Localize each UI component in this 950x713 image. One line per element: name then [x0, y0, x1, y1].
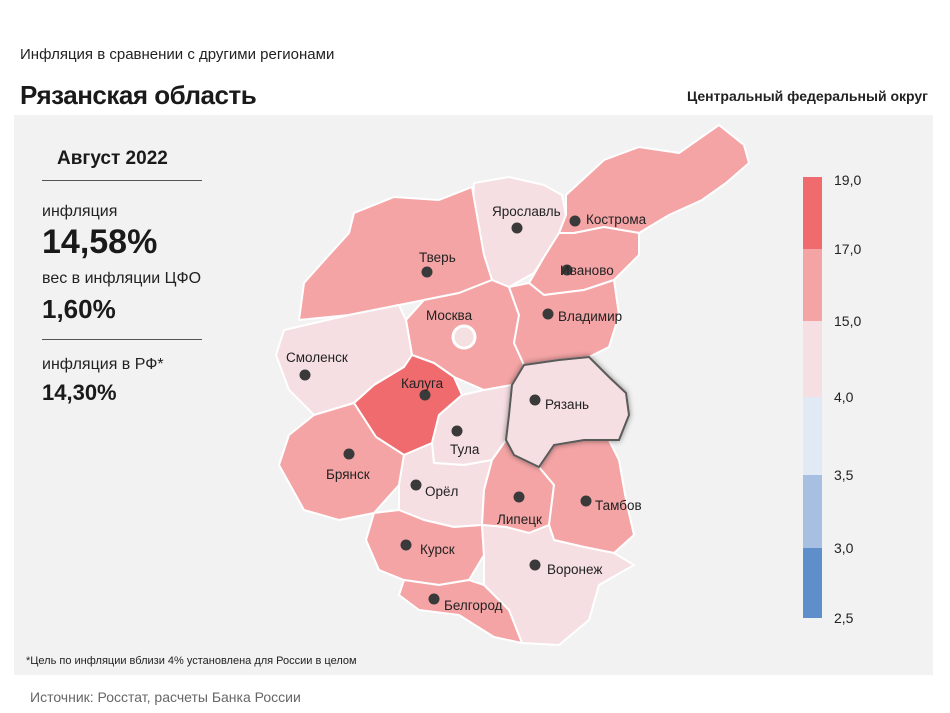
city-marker — [343, 448, 355, 460]
region-map: Ярославль Кострома Тверь Иваново Москва Влади… — [275, 124, 861, 646]
city-markers: Ярославль Кострома Тверь Иваново Москва Влади… — [286, 204, 647, 613]
city-label: Кострома — [586, 212, 647, 227]
inflation-label: инфляция — [42, 203, 118, 220]
scale-segment — [803, 249, 822, 321]
scale-label: 19,0 — [834, 172, 861, 188]
scale-segment — [803, 321, 822, 397]
scale-segment — [803, 475, 822, 548]
city-label: Воронеж — [547, 562, 602, 577]
city-marker — [419, 389, 431, 401]
city-marker — [529, 394, 541, 406]
weight-label: вес в инфляции ЦФО — [42, 270, 202, 287]
rf-inflation-label: инфляция в РФ* — [42, 356, 164, 373]
city-label: Липецк — [497, 512, 542, 527]
city-marker — [529, 559, 541, 571]
city-label: Тверь — [419, 250, 456, 265]
city-marker — [428, 593, 440, 605]
city-label: Москва — [426, 308, 473, 323]
period-label: Август 2022 — [57, 148, 168, 169]
city-label: Курск — [420, 542, 455, 557]
page-subtitle: Инфляция в сравнении с другими регионами — [20, 46, 335, 63]
city-marker — [400, 539, 412, 551]
divider — [42, 339, 202, 340]
city-marker — [561, 264, 573, 276]
city-label: Орёл — [425, 484, 458, 499]
city-marker — [451, 324, 477, 350]
city-marker — [569, 215, 581, 227]
region-shape-highlight — [504, 355, 631, 469]
scale-label: 4,0 — [834, 389, 854, 405]
city-marker — [513, 491, 525, 503]
inflation-value: 14,58% — [42, 223, 158, 261]
city-label: Брянск — [326, 467, 370, 482]
city-marker — [542, 308, 554, 320]
region-shape — [508, 279, 620, 366]
region-title: Рязанская область — [20, 80, 257, 110]
weight-value: 1,60% — [42, 294, 116, 324]
rf-inflation-value: 14,30% — [42, 380, 117, 405]
city-label: Тула — [450, 442, 480, 457]
city-marker — [451, 425, 463, 437]
city-label: Тамбов — [595, 498, 642, 513]
city-label: Смоленск — [286, 350, 348, 365]
city-label: Ярославль — [492, 204, 561, 219]
scale-label: 2,5 — [834, 610, 854, 626]
scale-segment — [803, 177, 822, 249]
source-note: Источник: Росстат, расчеты Банка России — [30, 689, 301, 705]
footnote: *Цель по инфляции вблизи 4% установлена … — [26, 655, 357, 667]
city-label: Иваново — [560, 263, 614, 278]
scale-label: 3,5 — [834, 467, 854, 483]
region-shape — [365, 509, 485, 586]
city-label: Калуга — [401, 376, 444, 391]
scale-label: 3,0 — [834, 540, 854, 556]
scale-segment — [803, 397, 822, 475]
city-marker — [580, 495, 592, 507]
city-label: Владимир — [558, 309, 622, 324]
city-marker — [421, 266, 433, 278]
color-scale: 19,0 17,0 15,0 4,0 3,5 3,0 2,5 — [803, 172, 861, 626]
scale-label: 17,0 — [834, 241, 861, 257]
map-panel: Август 2022 инфляция 14,58% вес в инфляц… — [14, 115, 933, 675]
district-label: Центральный федеральный округ — [686, 88, 928, 104]
city-marker — [410, 479, 422, 491]
info-block: Август 2022 инфляция 14,58% вес в инфляц… — [42, 115, 217, 406]
city-label: Рязань — [545, 397, 589, 412]
city-label: Белгород — [444, 598, 503, 613]
scale-label: 15,0 — [834, 313, 861, 329]
city-marker — [511, 222, 523, 234]
scale-segment — [803, 548, 822, 618]
city-marker — [299, 369, 311, 381]
divider — [42, 180, 202, 181]
